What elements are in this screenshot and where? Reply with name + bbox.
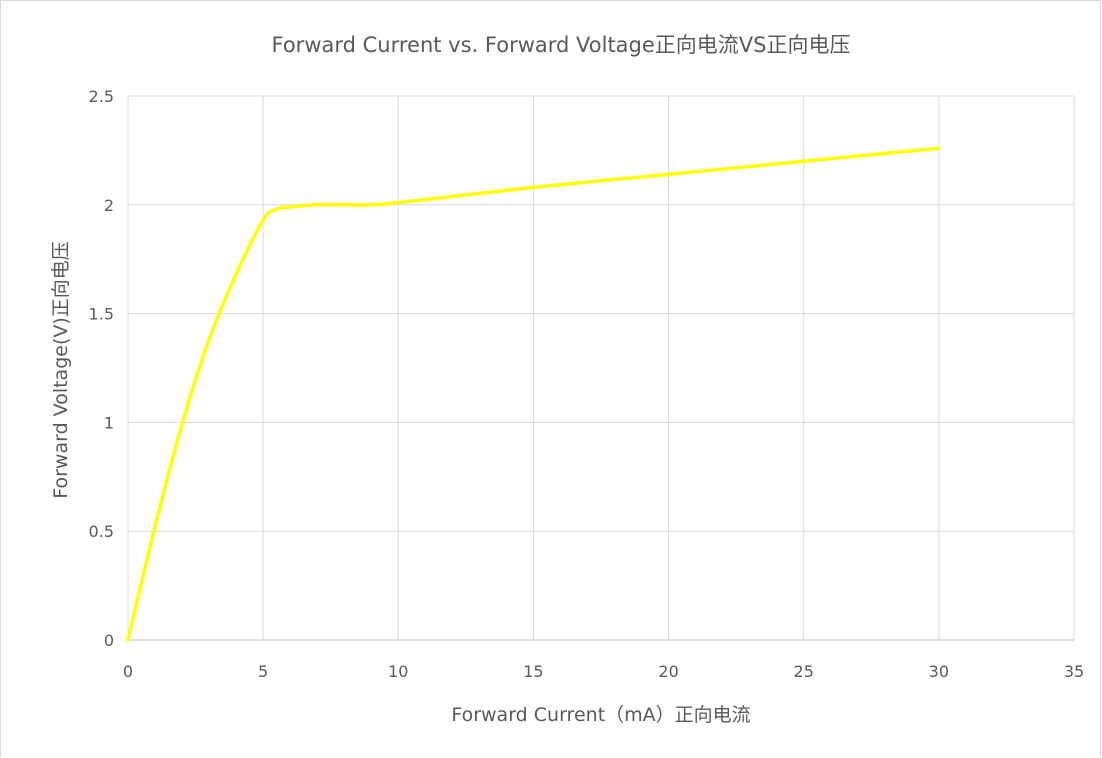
x-tick-label: 10: [388, 662, 408, 681]
x-tick-label: 35: [1064, 662, 1084, 681]
x-tick-label: 15: [523, 662, 543, 681]
x-tick-label: 20: [658, 662, 678, 681]
y-tick-labels: 0 0.5 1 1.5 2 2.5: [89, 87, 114, 650]
x-tick-label: 30: [929, 662, 949, 681]
y-tick-label: 1: [104, 413, 114, 432]
chart-title: Forward Current vs. Forward Voltage正向电流V…: [272, 33, 851, 57]
y-tick-label: 1.5: [89, 305, 114, 324]
y-tick-label: 2.5: [89, 87, 114, 106]
y-tick-label: 2: [104, 196, 114, 215]
series-group: [126, 146, 941, 642]
x-axis-title: Forward Current（mA）正向电流: [451, 704, 750, 726]
series-line: [126, 146, 941, 642]
y-axis-title: Forward Voltage(V)正向电压: [50, 241, 72, 499]
y-tick-label: 0: [104, 631, 114, 650]
x-tick-label: 0: [123, 662, 133, 681]
x-tick-label: 25: [794, 662, 814, 681]
grid-lines: [127, 95, 1075, 640]
x-tick-label: 5: [258, 662, 268, 681]
x-tick-labels: 0 5 10 15 20 25 30 35: [123, 662, 1084, 681]
y-tick-label: 0.5: [89, 522, 114, 541]
